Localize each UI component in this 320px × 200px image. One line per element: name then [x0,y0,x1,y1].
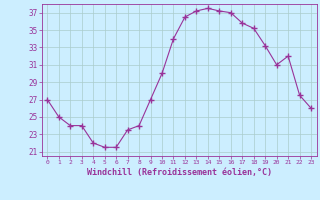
X-axis label: Windchill (Refroidissement éolien,°C): Windchill (Refroidissement éolien,°C) [87,168,272,177]
